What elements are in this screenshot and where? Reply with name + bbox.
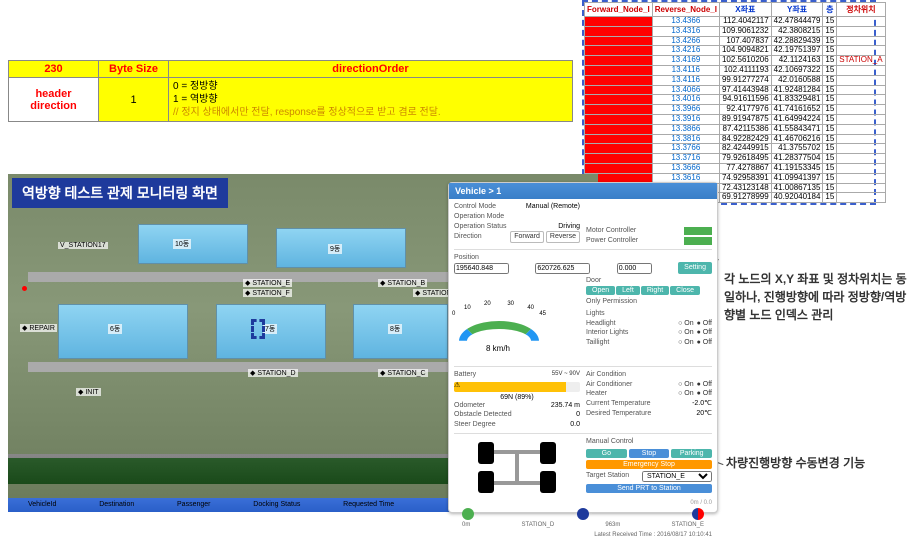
pos-z-input[interactable]	[617, 263, 652, 274]
stop-btn[interactable]: Stop	[629, 449, 670, 458]
pos-setting-btn[interactable]: Setting	[678, 262, 712, 274]
col-bytesize: Byte Size	[99, 61, 169, 78]
motor-status	[684, 227, 712, 235]
power-status	[684, 237, 712, 245]
parking-btn[interactable]: Parking	[671, 449, 712, 458]
node-coord-panel: Forward_Node_IReverse_Node_IX좌표Y좌표층정차위치 …	[582, 0, 876, 205]
taillight-off[interactable]: ● Off	[697, 338, 712, 348]
door-right-btn[interactable]: Right	[641, 286, 669, 295]
battery-bar	[454, 382, 580, 392]
door-open-btn[interactable]: Open	[586, 286, 615, 295]
progress-mid-dot	[577, 508, 589, 520]
node-coord-table: Forward_Node_IReverse_Node_IX좌표Y좌표층정차위치 …	[584, 2, 886, 203]
speed-gauge: 8 km/h 0 10 20 30 40 45	[454, 311, 544, 361]
car-diagram	[472, 440, 562, 495]
headlight-off[interactable]: ● Off	[697, 319, 712, 329]
heater-on[interactable]: ○ On	[678, 389, 694, 399]
col-directionorder: directionOrder	[169, 61, 573, 78]
desc-cell: 0 = 정방향 1 = 역방향 // 정지 상태에서만 전달, response…	[169, 78, 573, 122]
emergency-stop-btn[interactable]: Emergency Stop	[586, 460, 712, 469]
ac-on[interactable]: ○ On	[678, 380, 694, 390]
pos-x-input[interactable]	[454, 263, 509, 274]
bldg-6	[58, 304, 188, 359]
headlight-on[interactable]: ○ On	[678, 319, 694, 329]
progress-end-dot	[692, 508, 704, 520]
direction-forward[interactable]: Forward	[510, 231, 544, 243]
interior-off[interactable]: ● Off	[697, 328, 712, 338]
annotation-node-index: 각 노드의 X,Y 좌표 및 정차위치는 동일하나, 진행방향에 따라 정방향/…	[724, 270, 909, 324]
bldg-10	[138, 224, 248, 264]
header-direction-table: 230 Byte Size directionOrder header dire…	[8, 60, 573, 122]
row-label: header direction	[9, 78, 99, 122]
byte-size-cell: 1	[99, 78, 169, 122]
direction-reverse[interactable]: Reverse	[546, 231, 580, 243]
vehicle-control-panel: Vehicle > 1 Control ModeManual (Remote) …	[448, 182, 718, 513]
progress-start-dot	[462, 508, 474, 520]
target-station-select[interactable]: STATION_E	[642, 471, 712, 482]
heater-off[interactable]: ● Off	[697, 389, 712, 399]
go-btn[interactable]: Go	[586, 449, 627, 458]
selected-vehicle-marker[interactable]	[251, 319, 265, 339]
taillight-on[interactable]: ○ On	[678, 338, 694, 348]
vpanel-title: Vehicle > 1	[449, 183, 717, 199]
send-prt-btn[interactable]: Send PRT to Station	[586, 484, 712, 493]
ac-off[interactable]: ● Off	[697, 380, 712, 390]
annotation-direction-manual: 차량진행방향 수동변경 기능	[726, 454, 911, 471]
door-left-btn[interactable]: Left	[616, 286, 640, 295]
interior-on[interactable]: ○ On	[678, 328, 694, 338]
door-close-btn[interactable]: Close	[670, 286, 700, 295]
pos-y-input[interactable]	[535, 263, 590, 274]
col-id: 230	[9, 61, 99, 78]
